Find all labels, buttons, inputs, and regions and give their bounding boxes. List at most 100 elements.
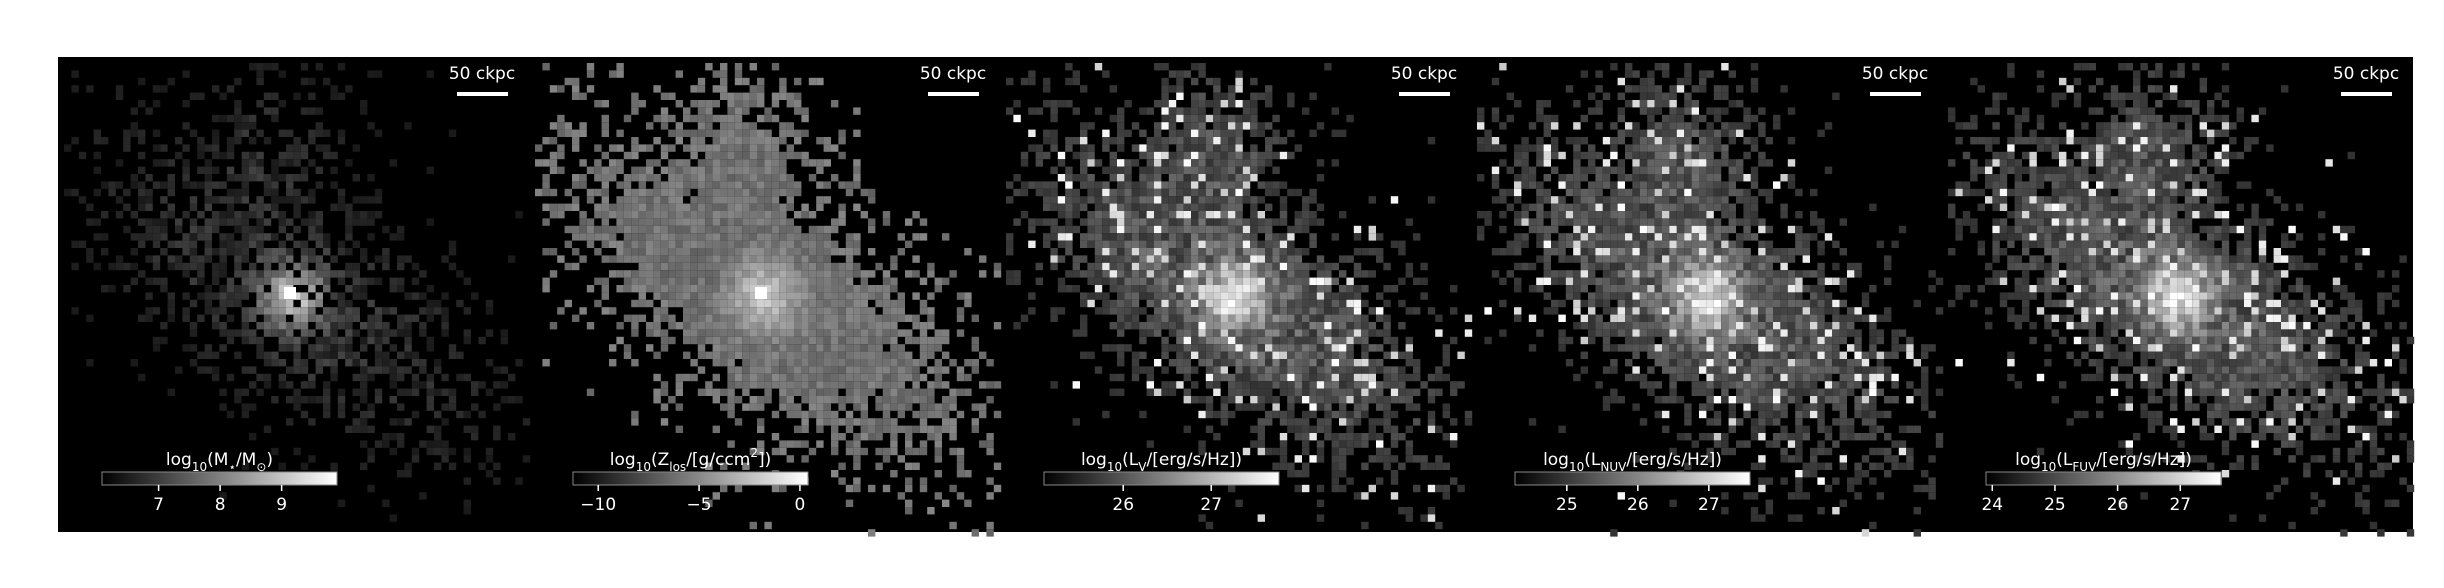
pixel: [1117, 344, 1124, 351]
pixel: [1198, 292, 1205, 299]
pixel: [1184, 159, 1191, 166]
pixel: [787, 248, 794, 255]
pixel: [624, 211, 631, 218]
pixel: [624, 181, 631, 188]
pixel: [979, 411, 986, 418]
pixel: [1302, 322, 1309, 329]
pixel: [735, 152, 742, 159]
pixel: [639, 196, 646, 203]
pixel: [1021, 181, 1028, 188]
pixel: [1139, 226, 1146, 233]
pixel: [935, 448, 942, 455]
pixel: [1117, 204, 1124, 211]
pixel: [1184, 189, 1191, 196]
pixel: [705, 115, 712, 122]
pixel: [1603, 181, 1610, 188]
pixel: [330, 329, 337, 336]
pixel: [1280, 411, 1287, 418]
pixel: [427, 396, 434, 403]
pixel: [1265, 315, 1272, 322]
pixel: [542, 359, 549, 366]
pixel: [1147, 263, 1154, 270]
pixel: [1132, 255, 1139, 262]
pixel: [1477, 144, 1484, 151]
pixel: [801, 285, 808, 292]
pixel: [256, 78, 263, 85]
pixel: [1228, 159, 1235, 166]
pixel: [1206, 218, 1213, 225]
pixel: [212, 322, 219, 329]
pixel: [1413, 485, 1420, 492]
pixel: [653, 270, 660, 277]
pixel: [1544, 189, 1551, 196]
pixel: [631, 241, 638, 248]
pixel: [824, 411, 831, 418]
pixel: [779, 181, 786, 188]
pixel: [920, 418, 927, 425]
pixel: [779, 167, 786, 174]
pixel: [735, 374, 742, 381]
pixel: [367, 448, 374, 455]
pixel: [1669, 211, 1676, 218]
pixel: [1287, 270, 1294, 277]
pixel: [920, 307, 927, 314]
pixel: [824, 270, 831, 277]
pixel: [920, 440, 927, 447]
pixel: [1161, 307, 1168, 314]
pixel: [1206, 285, 1213, 292]
pixel: [846, 329, 853, 336]
pixel: [1198, 396, 1205, 403]
pixel: [434, 463, 441, 470]
pixel: [301, 278, 308, 285]
pixel: [412, 352, 419, 359]
pixel: [905, 485, 912, 492]
pixel: [264, 292, 271, 299]
pixel: [1684, 255, 1691, 262]
pixel: [875, 463, 882, 470]
pixel: [905, 448, 912, 455]
pixel: [1595, 211, 1602, 218]
pixel: [1110, 159, 1117, 166]
pixel: [1272, 448, 1279, 455]
pixel: [1235, 152, 1242, 159]
pixel: [772, 152, 779, 159]
pixel: [1117, 241, 1124, 248]
pixel: [764, 270, 771, 277]
pixel: [1198, 107, 1205, 114]
pixel: [1632, 196, 1639, 203]
pixel: [1376, 396, 1383, 403]
pixel: [1258, 440, 1265, 447]
pixel: [883, 211, 890, 218]
pixel: [883, 396, 890, 403]
pixel: [1073, 381, 1080, 388]
pixel: [1102, 278, 1109, 285]
pixel: [1766, 196, 1773, 203]
pixel: [1369, 433, 1376, 440]
pixel: [1376, 418, 1383, 425]
pixel: [1110, 241, 1117, 248]
pixel: [86, 255, 93, 262]
pixel: [353, 263, 360, 270]
pixel: [1324, 337, 1331, 344]
pixel: [1184, 396, 1191, 403]
pixel: [1198, 344, 1205, 351]
pixel: [227, 315, 234, 322]
pixel: [1154, 100, 1161, 107]
pixel: [160, 85, 167, 92]
pixel: [779, 233, 786, 240]
pixel: [1147, 107, 1154, 114]
pixel: [227, 174, 234, 181]
pixel: [1302, 411, 1309, 418]
pixel: [1132, 292, 1139, 299]
pixel: [1558, 233, 1565, 240]
pixel: [750, 522, 757, 529]
pixel: [1110, 167, 1117, 174]
pixel: [1161, 344, 1168, 351]
pixel: [1544, 263, 1551, 270]
pixel: [323, 396, 330, 403]
pixel: [1640, 167, 1647, 174]
pixel: [1369, 485, 1376, 492]
pixel: [1625, 144, 1632, 151]
pixel: [308, 329, 315, 336]
pixel: [168, 263, 175, 270]
